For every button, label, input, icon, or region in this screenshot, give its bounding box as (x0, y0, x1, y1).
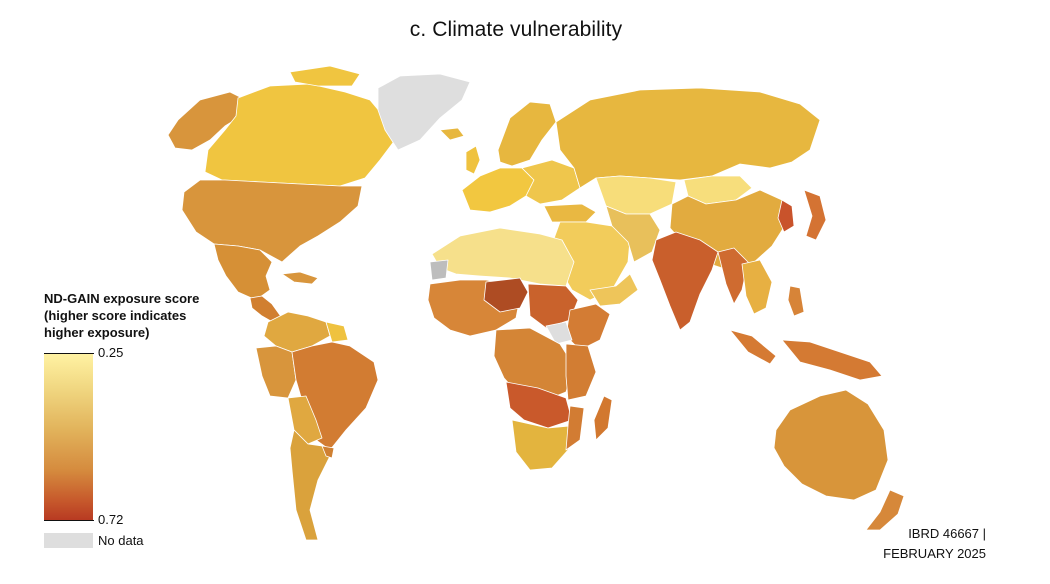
region-peru-ecuador (255, 345, 297, 399)
region-korea (777, 199, 795, 233)
region-alaska (167, 91, 243, 151)
region-philippines (787, 285, 805, 317)
legend-max-label: 0.72 (98, 512, 124, 527)
region-guianas (325, 321, 349, 343)
region-mexico (213, 243, 273, 301)
region-australia (773, 389, 889, 501)
legend-title: ND-GAIN exposure score (higher score ind… (44, 290, 234, 341)
region-mozambique (565, 405, 585, 451)
region-myanmar (717, 247, 749, 305)
region-niger (483, 277, 529, 313)
region-southern-africa (511, 419, 571, 471)
region-canada-islands (289, 65, 361, 87)
region-indochina (741, 259, 773, 315)
region-usa (181, 179, 363, 263)
region-northern-south-america (263, 311, 331, 353)
credit-id: IBRD 46667 | (908, 526, 986, 541)
region-western-sahara (429, 259, 449, 281)
legend-no-data-swatch (44, 533, 93, 548)
region-western-europe (461, 167, 535, 213)
region-turkey (543, 203, 597, 223)
legend-title-line-3: higher exposure) (44, 325, 150, 340)
region-south-sudan (545, 321, 573, 345)
legend-max-tick (44, 520, 94, 521)
region-angola-zambia (505, 381, 573, 429)
region-eastern-europe (521, 159, 581, 205)
region-madagascar (593, 395, 613, 441)
legend-min-tick (44, 353, 94, 354)
legend-color-ramp (44, 354, 93, 520)
region-india (651, 231, 719, 331)
legend-title-line-1: ND-GAIN exposure score (44, 291, 200, 306)
region-greenland (377, 73, 471, 151)
legend-min-label: 0.25 (98, 345, 124, 360)
region-southern-cone (289, 429, 331, 541)
region-iceland (439, 127, 465, 141)
region-horn-of-africa (565, 303, 611, 351)
region-japan (803, 189, 827, 241)
region-scandinavia (497, 101, 557, 167)
region-iran-afghanistan (605, 205, 661, 263)
region-north-africa (431, 227, 575, 287)
credit-date: FEBRUARY 2025 (883, 546, 986, 561)
region-east-africa (565, 343, 597, 401)
region-arabian-south (589, 273, 639, 307)
region-caribbean (281, 271, 319, 285)
region-new-zealand (865, 489, 905, 531)
region-indonesia-west (729, 329, 777, 365)
map-title: c. Climate vulnerability (409, 18, 623, 41)
region-indonesia-east (781, 339, 883, 381)
region-uk (465, 145, 481, 175)
region-russia (555, 87, 821, 189)
region-canada (204, 83, 396, 187)
legend-no-data-label: No data (98, 533, 144, 548)
region-uruguay (321, 445, 335, 459)
legend-title-line-2: (higher score indicates (44, 308, 187, 323)
